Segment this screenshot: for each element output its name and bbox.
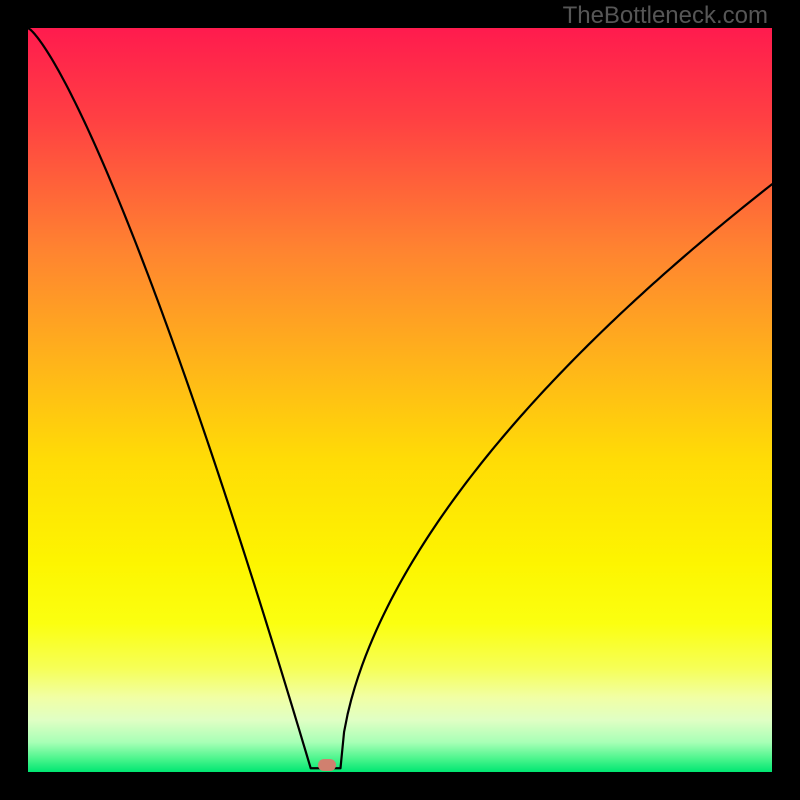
curve-path	[28, 28, 772, 768]
chart-frame: TheBottleneck.com	[0, 0, 800, 800]
optimal-marker	[318, 759, 337, 771]
watermark-text: TheBottleneck.com	[563, 2, 768, 30]
plot-area	[28, 28, 772, 772]
bottleneck-curve	[28, 28, 772, 772]
